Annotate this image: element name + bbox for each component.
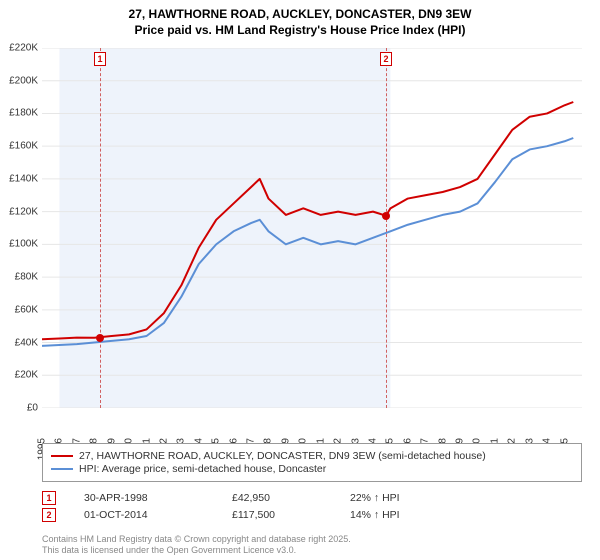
y-tick-label: £0 [27,403,38,414]
sale-date: 30-APR-1998 [84,492,204,504]
chart-svg [42,48,582,408]
sale-price: £42,950 [232,492,322,504]
y-tick-label: £40K [15,337,38,348]
sale-marker: 1 [94,52,106,66]
sale-row: 1 30-APR-1998 £42,950 22% ↑ HPI [42,491,582,505]
sale-vline [386,48,387,408]
title-line1: 27, HAWTHORNE ROAD, AUCKLEY, DONCASTER, … [0,6,600,22]
y-tick-label: £100K [9,239,38,250]
sale-dot [96,334,104,342]
legend-label-1: 27, HAWTHORNE ROAD, AUCKLEY, DONCASTER, … [79,450,486,462]
sale-price: £117,500 [232,509,322,521]
footer: Contains HM Land Registry data © Crown c… [42,534,351,557]
y-tick-label: £160K [9,141,38,152]
x-axis: 1995199619971998199920002001200220032004… [42,410,582,440]
sale-row: 2 01-OCT-2014 £117,500 14% ↑ HPI [42,508,582,522]
sale-dot [382,212,390,220]
y-tick-label: £80K [15,272,38,283]
chart-container: { "title": { "line1": "27, HAWTHORNE ROA… [0,0,600,560]
sale-vline [100,48,101,408]
legend-swatch-2 [51,468,73,470]
y-tick-label: £140K [9,173,38,184]
y-tick-label: £180K [9,108,38,119]
plot-area: 12 [42,48,582,408]
y-tick-label: £20K [15,370,38,381]
sale-marker-box: 1 [42,491,56,505]
chart-title: 27, HAWTHORNE ROAD, AUCKLEY, DONCASTER, … [0,0,600,38]
footer-line2: This data is licensed under the Open Gov… [42,545,351,556]
legend: 27, HAWTHORNE ROAD, AUCKLEY, DONCASTER, … [42,443,582,482]
title-line2: Price paid vs. HM Land Registry's House … [0,22,600,38]
sale-diff: 22% ↑ HPI [350,492,450,504]
legend-item-2: HPI: Average price, semi-detached house,… [51,463,573,475]
sale-marker: 2 [380,52,392,66]
y-tick-label: £120K [9,206,38,217]
y-tick-label: £60K [15,304,38,315]
legend-label-2: HPI: Average price, semi-detached house,… [79,463,326,475]
sale-marker-box: 2 [42,508,56,522]
y-tick-label: £220K [9,43,38,54]
y-axis: £0£20K£40K£60K£80K£100K£120K£140K£160K£1… [0,48,40,408]
sales-table: 1 30-APR-1998 £42,950 22% ↑ HPI 2 01-OCT-2014… [42,488,582,525]
legend-item-1: 27, HAWTHORNE ROAD, AUCKLEY, DONCASTER, … [51,450,573,462]
y-tick-label: £200K [9,75,38,86]
legend-swatch-1 [51,455,73,457]
sale-date: 01-OCT-2014 [84,509,204,521]
sale-diff: 14% ↑ HPI [350,509,450,521]
footer-line1: Contains HM Land Registry data © Crown c… [42,534,351,545]
